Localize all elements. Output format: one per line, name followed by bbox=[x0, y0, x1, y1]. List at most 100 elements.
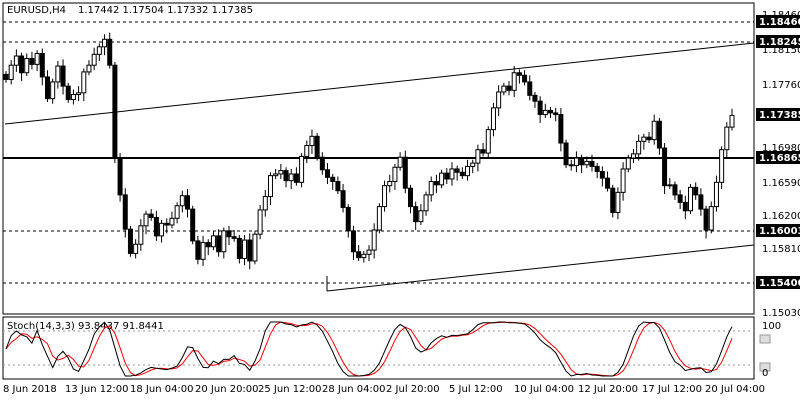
price-tick: 1.18150 bbox=[762, 45, 800, 56]
candle-down bbox=[148, 213, 154, 218]
candle-down bbox=[548, 109, 553, 114]
candle-up bbox=[221, 230, 227, 253]
lower-channel-trendline[interactable] bbox=[326, 244, 755, 292]
candle-down bbox=[563, 142, 569, 166]
candle-down bbox=[698, 194, 704, 210]
candle-up bbox=[615, 191, 621, 213]
candle-up bbox=[102, 38, 108, 48]
price-tag-last: 1.17385 bbox=[756, 108, 800, 121]
candle-down bbox=[236, 237, 242, 259]
stoch-tick-80-marker bbox=[759, 334, 771, 344]
candle-up bbox=[470, 162, 476, 167]
candle-up bbox=[490, 107, 496, 131]
candle-up bbox=[501, 85, 507, 93]
candle-down bbox=[3, 73, 9, 80]
time-tick: 18 Jun 04:00 bbox=[130, 384, 194, 395]
candle-down bbox=[553, 112, 559, 116]
time-tick: 25 Jun 12:00 bbox=[258, 384, 322, 395]
time-tick: 12 Jul 20:00 bbox=[578, 384, 638, 395]
candle-up bbox=[729, 114, 735, 128]
candle-down bbox=[164, 222, 170, 226]
candle-down bbox=[522, 74, 528, 83]
candle-down bbox=[516, 72, 522, 76]
time-tick: 17 Jul 12:00 bbox=[642, 384, 702, 395]
candle-up bbox=[708, 206, 714, 231]
candle-down bbox=[646, 136, 652, 141]
candle-up bbox=[133, 243, 139, 254]
candle-up bbox=[449, 168, 455, 180]
candle-down bbox=[480, 149, 486, 154]
candle-down bbox=[402, 156, 408, 189]
candle-up bbox=[439, 172, 445, 186]
candle-up bbox=[273, 173, 279, 177]
candle-up bbox=[465, 165, 471, 177]
candle-up bbox=[304, 145, 310, 157]
candle-up bbox=[511, 72, 517, 91]
candle-down bbox=[19, 55, 25, 74]
candle-up bbox=[620, 168, 626, 193]
candle-up bbox=[361, 253, 367, 259]
candle-down bbox=[122, 194, 128, 230]
candle-up bbox=[630, 153, 636, 159]
candle-down bbox=[356, 251, 362, 259]
time-tick: 20 Jul 04:00 bbox=[705, 384, 765, 395]
price-tick: 1.16590 bbox=[762, 178, 800, 189]
svg-text:1.16865: 1.16865 bbox=[759, 153, 800, 164]
candle-up bbox=[573, 157, 579, 167]
candle-up bbox=[143, 213, 149, 227]
candle-down bbox=[677, 194, 683, 203]
candle-up bbox=[55, 65, 61, 83]
candle-down bbox=[60, 65, 66, 87]
candle-down bbox=[231, 236, 237, 239]
candle-down bbox=[610, 187, 616, 213]
price-tick: 1.16200 bbox=[762, 211, 800, 222]
candle-up bbox=[174, 205, 180, 219]
candle-up bbox=[688, 186, 694, 212]
stoch-tick-100: 100 bbox=[762, 321, 781, 332]
candle-up bbox=[76, 92, 82, 95]
time-tick: 13 Jun 12:00 bbox=[65, 384, 129, 395]
candle-up bbox=[81, 71, 87, 94]
candle-up bbox=[210, 235, 216, 248]
candle-down bbox=[350, 230, 356, 253]
candle-up bbox=[382, 185, 388, 208]
candle-down bbox=[433, 180, 439, 186]
candle-down bbox=[656, 120, 662, 149]
candle-up bbox=[636, 140, 642, 155]
candle-up bbox=[719, 149, 725, 183]
candle-down bbox=[195, 240, 201, 260]
candle-down bbox=[506, 85, 512, 91]
price-tag-s2: 1.15400 bbox=[756, 276, 800, 289]
time-tick: 2 Jul 20:00 bbox=[386, 384, 440, 395]
candle-up bbox=[366, 249, 372, 255]
candle-down bbox=[330, 176, 336, 182]
candle-up bbox=[70, 93, 76, 101]
time-tick: 20 Jun 20:00 bbox=[195, 384, 259, 395]
candle-down bbox=[558, 114, 564, 144]
chart-symbol-title: EURUSD,H4 bbox=[7, 5, 66, 16]
candle-down bbox=[599, 170, 605, 179]
candle-up bbox=[397, 156, 403, 168]
stoch-tick-20-marker bbox=[759, 362, 771, 372]
candle-down bbox=[205, 242, 211, 248]
stochastic-label: Stoch(14,3,3) 93.8437 91.8441 bbox=[7, 321, 164, 332]
upper-channel-trendline[interactable] bbox=[4, 42, 755, 125]
candle-up bbox=[651, 120, 657, 141]
candle-up bbox=[159, 222, 165, 237]
candle-up bbox=[309, 135, 315, 147]
candle-down bbox=[293, 173, 299, 183]
candle-up bbox=[667, 184, 673, 187]
candlestick-series bbox=[3, 32, 735, 270]
candle-down bbox=[345, 206, 351, 232]
candle-up bbox=[91, 53, 97, 66]
svg-text:1.15400: 1.15400 bbox=[759, 278, 800, 289]
candle-down bbox=[703, 208, 709, 231]
candle-down bbox=[325, 169, 331, 178]
candle-down bbox=[459, 171, 465, 177]
candle-down bbox=[605, 177, 611, 189]
time-tick: 10 Jul 04:00 bbox=[514, 384, 574, 395]
candle-down bbox=[594, 165, 600, 172]
candle-up bbox=[475, 149, 481, 164]
price-tick: 1.15810 bbox=[762, 244, 800, 255]
